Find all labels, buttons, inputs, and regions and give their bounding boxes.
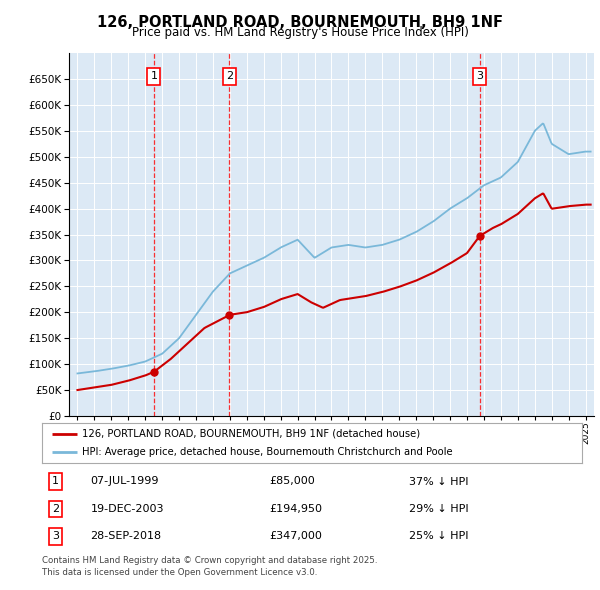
Text: 2: 2 xyxy=(226,71,233,81)
Text: 1: 1 xyxy=(52,477,59,487)
Text: £85,000: £85,000 xyxy=(269,477,314,487)
Text: 3: 3 xyxy=(52,531,59,541)
Text: £347,000: £347,000 xyxy=(269,531,322,541)
Text: 1: 1 xyxy=(151,71,157,81)
Text: Price paid vs. HM Land Registry's House Price Index (HPI): Price paid vs. HM Land Registry's House … xyxy=(131,26,469,39)
Text: HPI: Average price, detached house, Bournemouth Christchurch and Poole: HPI: Average price, detached house, Bour… xyxy=(83,447,453,457)
Text: Contains HM Land Registry data © Crown copyright and database right 2025.
This d: Contains HM Land Registry data © Crown c… xyxy=(42,556,377,576)
Text: £194,950: £194,950 xyxy=(269,504,322,514)
Text: 28-SEP-2018: 28-SEP-2018 xyxy=(91,531,162,541)
Text: 126, PORTLAND ROAD, BOURNEMOUTH, BH9 1NF (detached house): 126, PORTLAND ROAD, BOURNEMOUTH, BH9 1NF… xyxy=(83,429,421,439)
Text: 2: 2 xyxy=(52,504,59,514)
Text: 37% ↓ HPI: 37% ↓ HPI xyxy=(409,477,469,487)
Text: 25% ↓ HPI: 25% ↓ HPI xyxy=(409,531,469,541)
Text: 3: 3 xyxy=(476,71,483,81)
Text: 07-JUL-1999: 07-JUL-1999 xyxy=(91,477,159,487)
Text: 126, PORTLAND ROAD, BOURNEMOUTH, BH9 1NF: 126, PORTLAND ROAD, BOURNEMOUTH, BH9 1NF xyxy=(97,15,503,30)
Text: 19-DEC-2003: 19-DEC-2003 xyxy=(91,504,164,514)
Text: 29% ↓ HPI: 29% ↓ HPI xyxy=(409,504,469,514)
